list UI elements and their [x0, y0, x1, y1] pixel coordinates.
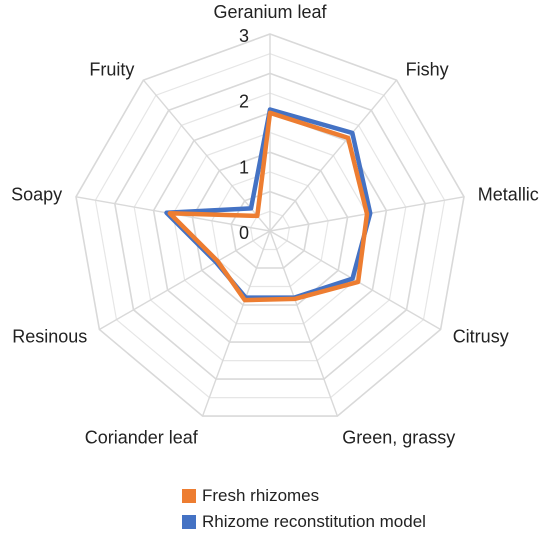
grid-ring-10 — [75, 33, 465, 417]
legend-label-fresh-rhizomes: Fresh rhizomes — [202, 486, 319, 505]
grid-ring-6 — [152, 111, 388, 343]
grid-ring-1 — [249, 210, 291, 251]
legend-swatch-fresh-rhizomes — [182, 489, 196, 503]
radar-grid — [75, 33, 465, 417]
grid-spoke-resinous — [99, 230, 271, 331]
series-line-fresh-rhizomes — [167, 110, 370, 303]
axis-label-green-grassy: Green, grassy — [342, 427, 455, 447]
grid-spoke-coriander-leaf — [201, 230, 271, 417]
tick-label-0: 0 — [239, 223, 249, 243]
tick-label-3: 3 — [239, 26, 249, 46]
grid-spoke-fruity — [142, 79, 271, 232]
grid-spoke-green-grassy — [269, 230, 339, 417]
axis-label-soapy: Soapy — [11, 184, 62, 204]
grid-spoke-citrusy — [269, 230, 441, 331]
axis-label-fruity: Fruity — [89, 59, 134, 79]
radar-series-group — [164, 107, 373, 303]
grid-ring-3 — [211, 171, 329, 288]
grid-ring-2 — [230, 190, 310, 269]
axis-labels: Geranium leaf Fishy Metallic Citrusy Green, … — [11, 2, 539, 447]
legend-label-rhizome-reconstitution-model: Rhizome reconstitution model — [202, 512, 426, 531]
grid-ring-4 — [191, 151, 349, 306]
axis-label-citrusy: Citrusy — [453, 327, 509, 347]
grid-ring-8 — [113, 72, 427, 380]
axis-label-geranium-leaf: Geranium leaf — [213, 2, 327, 22]
grid-spoke-fishy — [269, 79, 398, 232]
legend-swatch-rhizome-reconstitution-model — [182, 515, 196, 529]
axis-label-coriander-leaf: Coriander leaf — [85, 427, 199, 447]
axis-label-fishy: Fishy — [406, 59, 449, 79]
tick-label-1: 1 — [239, 157, 249, 177]
tick-label-2: 2 — [239, 92, 249, 112]
grid-ring-7 — [133, 92, 407, 362]
axis-label-resinous: Resinous — [12, 327, 87, 347]
legend: Fresh rhizomes Rhizome reconstitution mod… — [182, 486, 426, 531]
grid-ring-5 — [172, 131, 368, 325]
grid-ring-9 — [94, 53, 446, 399]
axis-label-metallic: Metallic — [478, 184, 539, 204]
radial-tick-labels: 0 1 2 3 — [239, 26, 249, 243]
